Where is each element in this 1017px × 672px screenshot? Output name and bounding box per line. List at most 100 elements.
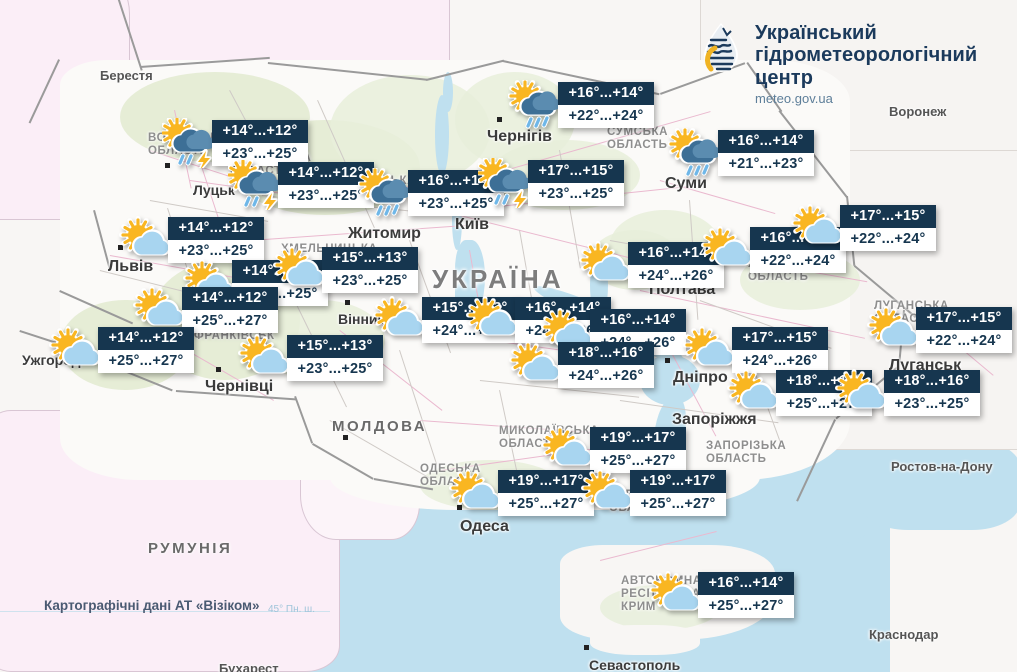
map-attribution: Картографічні дані АТ «Візіком» [44, 598, 260, 613]
temperature-badge: +19°...+17° +25°...+27° [590, 427, 686, 473]
partly-sunny-icon [448, 468, 504, 518]
country-label-romania: РУМУНІЯ [148, 540, 233, 557]
day-temperature: +23°...+25° [528, 183, 624, 206]
city-dot [343, 435, 348, 440]
weather-marker-kherson[interactable]: +19°...+17° +25°...+27° [580, 468, 726, 518]
region-label-zaporizka: ЗАПОРІЗЬКА ОБЛАСТЬ [706, 440, 787, 465]
region-label-sumska: СУМСЬКА ОБЛАСТЬ [607, 126, 668, 151]
day-temperature: +23°...+25° [168, 240, 264, 263]
weather-marker-uzhhorod[interactable]: +14°...+12° +25°...+27° [48, 325, 194, 375]
partly-sunny-icon [834, 368, 890, 418]
foreign-city-berestia: Берестя [100, 68, 153, 83]
partly-sunny-icon [48, 325, 104, 375]
weather-marker-odesa[interactable]: +19°...+17° +25°...+27° [448, 468, 594, 518]
temperature-badge: +16°...+14°+24°...+26° [628, 242, 724, 288]
city-label-sumy: Суми [665, 175, 707, 192]
weather-marker-poltava[interactable]: +16°...+14° +24°...+26° [578, 240, 724, 290]
weather-marker-lviv[interactable]: +14°...+12° +23°...+25° [118, 215, 264, 265]
partly-sunny-icon [540, 307, 596, 357]
partly-sunny-icon [272, 245, 328, 295]
temperature-badge: +17°...+15° +22°...+24° [840, 205, 936, 251]
thunderstorm-icon [478, 158, 534, 208]
temperature-badge: +17°...+15° +24°...+26° [732, 327, 828, 373]
night-temperature: +14°...+12° [182, 287, 278, 310]
day-temperature: +22°...+24° [916, 330, 1012, 353]
weather-marker-kyiv[interactable]: +17°...+15° +23°...+25° [478, 158, 624, 208]
weather-marker-chernivtsi[interactable]: +15°...+13° +23°...+25° [237, 333, 383, 383]
weather-marker-cherkasy[interactable]: +16°...+14°+24°...+26° [465, 295, 611, 345]
weather-marker-volyn[interactable]: +14°...+12° +23°...+25° [162, 118, 308, 168]
temperature-badge: +14°...+12° +25°...+27° [98, 327, 194, 373]
night-temperature: +16°...+14° [558, 82, 654, 105]
weather-marker-chernihiv[interactable]: +16°...+14° +22°...+24° [508, 80, 654, 130]
day-temperature: +21°...+23° [718, 153, 814, 176]
temperature-badge: +19°...+17° +25°...+27° [498, 470, 594, 516]
city-dot [457, 505, 462, 510]
city-label-chernihiv: Чернігів [487, 128, 552, 145]
temperature-badge: +15°...+13° +23°...+25° [322, 247, 418, 293]
weather-marker-dnipro[interactable]: +17°...+15° +24°...+26° [682, 325, 828, 375]
day-temperature: +25°...+27° [98, 350, 194, 373]
city-label-odesa: Одеса [460, 518, 509, 535]
day-temperature: +25°...+27° [698, 595, 794, 618]
foreign-city-bucharest: Бухарест [219, 661, 279, 672]
partly-sunny-icon [465, 295, 521, 345]
partly-sunny-icon [237, 333, 293, 383]
weather-marker-khmelnytskyi[interactable]: +15°...+13° +23°...+25° [272, 245, 418, 295]
temperature-badge: +14°...+12°+23°...+25° [278, 162, 374, 208]
night-temperature: +16°...+14° [408, 170, 504, 193]
day-temperature: +22°...+24° [558, 105, 654, 128]
city-dot [165, 163, 170, 168]
thunderstorm-icon [228, 160, 284, 210]
temperature-badge: +16°...+14° +23°...+25° [408, 170, 504, 216]
weather-marker-mykolaiv[interactable]: +19°...+17° +25°...+27° [540, 425, 686, 475]
night-temperature: +14°...+12° [98, 327, 194, 350]
temperature-badge: +15°...+13° +23°...+25° [287, 335, 383, 381]
night-temperature: +14°...+12° [168, 217, 264, 240]
city-label-luhansk: Луганськ [889, 357, 962, 374]
night-temperature: +17°...+15° [732, 327, 828, 350]
night-temperature: +15°...+13° [287, 335, 383, 358]
foreign-city-rostov: Ростов-на-Дону [891, 459, 993, 474]
partly-sunny-icon [866, 305, 922, 355]
partly-sunny-icon [726, 368, 782, 418]
foreign-city-krasnodar: Краснодар [869, 627, 939, 642]
weather-marker-crimea[interactable]: +16°...+14° +25°...+27° [648, 570, 794, 620]
weather-marker-rivne[interactable]: +14°...+12° +23°...+25° [228, 160, 374, 210]
city-label-sevastopol: Севастополь [589, 657, 681, 672]
brand-url[interactable]: meteo.gov.ua [755, 91, 833, 107]
rain-icon [358, 168, 414, 218]
day-temperature: +22°...+24° [840, 228, 936, 251]
weather-marker-luhansk[interactable]: +17°...+15° +22°...+24° [866, 305, 1012, 355]
weather-marker-kropyvnytsky[interactable]: +16°...+14°+24°...+26° [540, 307, 686, 357]
temperature-badge: +18°...+16° +23°...+25° [884, 370, 980, 416]
brand-header: Український гідрометеорологічний центр m… [700, 22, 977, 107]
water-drop-logo-icon [700, 22, 742, 74]
brand-title: Український гідрометеорологічний центр [755, 22, 978, 89]
partly-sunny-icon [540, 425, 596, 475]
city-dot [345, 300, 350, 305]
weather-marker-zhytomyr[interactable]: +16°...+14° +23°...+25° [358, 168, 504, 218]
night-temperature: +16°...+14° [698, 572, 794, 595]
city-label-chernivtsi: Чернівці [205, 378, 274, 395]
day-temperature: +23°...+25° [408, 193, 504, 216]
rain-icon [508, 80, 564, 130]
rain-icon [668, 128, 724, 178]
city-dot [497, 117, 502, 122]
city-label-dnipro: Дніпро [673, 369, 728, 386]
weather-marker-kharkiv-east[interactable]: +17°...+15° +22°...+24° [790, 203, 936, 253]
partly-sunny-icon [578, 240, 634, 290]
weather-marker-sumy[interactable]: +16°...+14° +21°...+23° [668, 128, 814, 178]
partly-sunny-icon [682, 325, 738, 375]
weather-marker-donetsk[interactable]: +18°...+16° +23°...+25° [834, 368, 980, 418]
weather-marker-sievierodon[interactable]: +18°...+16° +24°...+26° [508, 340, 654, 390]
night-temperature: +18°...+16° [884, 370, 980, 393]
temperature-badge: +16°...+14° +25°...+27° [698, 572, 794, 618]
day-temperature: +23°...+25° [287, 358, 383, 381]
day-temperature: +25°...+27° [182, 310, 278, 333]
partly-sunny-icon [372, 295, 428, 345]
temperature-badge: +14°...+12° +25°...+27° [182, 287, 278, 333]
temperature-badge: +18°...+16° +24°...+26° [558, 342, 654, 388]
weather-marker-ivfrankivsk[interactable]: +14°...+12° +25°...+27° [132, 285, 278, 335]
